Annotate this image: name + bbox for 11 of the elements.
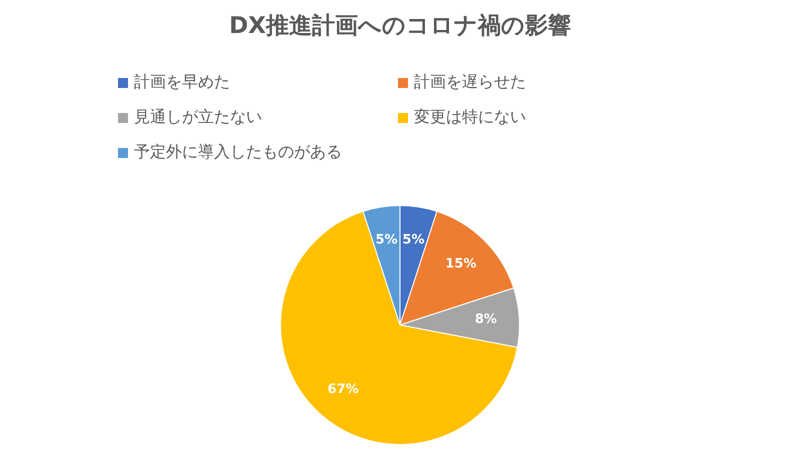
legend-label: 予定外に導入したものがある: [134, 142, 342, 163]
legend-label: 計画を遅らせた: [414, 72, 526, 93]
chart-title: DX推進計画へのコロナ禍の影響: [228, 12, 572, 41]
data-label: 8%: [474, 312, 497, 327]
data-label: 5%: [376, 232, 398, 248]
legend-label: 変更は特にない: [414, 107, 526, 128]
data-label: 67%: [328, 382, 359, 397]
data-label: 15%: [445, 256, 476, 272]
data-label: 5%: [402, 232, 424, 248]
legend-label: 見通しが立たない: [134, 107, 262, 128]
legend-label: 計画を早めた: [134, 72, 230, 93]
